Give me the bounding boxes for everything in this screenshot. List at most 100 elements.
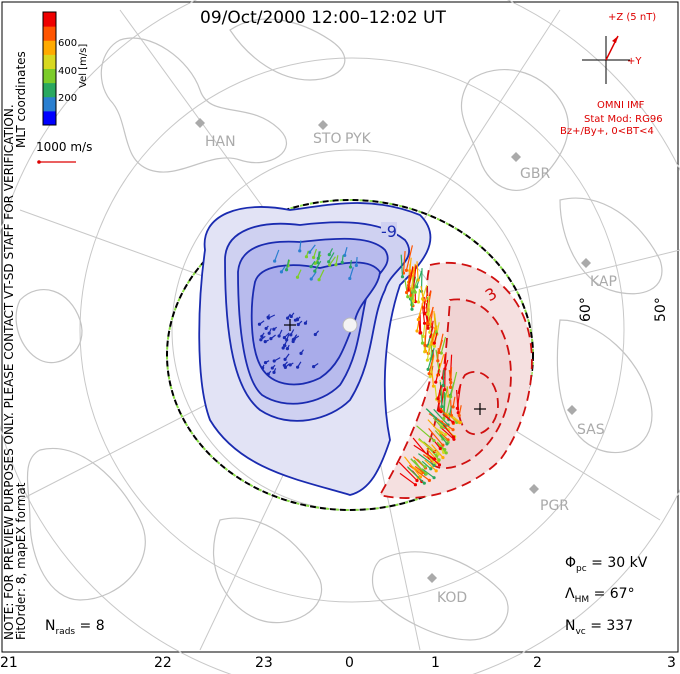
velocity-vector-origin xyxy=(269,337,273,341)
velocity-vector-origin xyxy=(272,359,276,363)
velocity-vector-origin xyxy=(413,290,417,294)
imf-stat-mod-label: Stat Mod: RG96 xyxy=(584,114,663,125)
velocity-vector-origin xyxy=(327,263,332,267)
velocity-vector-origin xyxy=(327,253,331,257)
lat-label-60: 60° xyxy=(578,297,594,322)
velocity-vector xyxy=(444,412,460,424)
velocity-vector-origin xyxy=(406,295,410,299)
velocity-vector xyxy=(410,278,418,299)
velocity-vector-origin xyxy=(291,339,295,344)
velocity-vector-origin xyxy=(270,366,274,370)
velocity-vector xyxy=(435,427,446,435)
velocity-vector xyxy=(426,448,439,462)
velocity-vector-origin xyxy=(257,322,262,326)
velocity-vector-origin xyxy=(282,336,286,340)
velocity-vector-origin xyxy=(312,365,316,369)
stat-lambda-hm: ΛHM = 67° xyxy=(565,586,635,605)
velocity-vector xyxy=(400,254,404,277)
velocity-vector-origin xyxy=(261,366,265,370)
imf-y-label: +Y xyxy=(627,56,642,67)
velocity-vector-origin xyxy=(343,253,347,257)
velocity-vector-origin xyxy=(296,322,300,327)
velocity-vector-origin xyxy=(260,334,264,338)
velocity-vector xyxy=(417,300,424,320)
velocity-vector xyxy=(314,260,322,272)
velocity-vector xyxy=(427,347,435,370)
velocity-vector-origin xyxy=(415,329,419,333)
velocity-vector-origin xyxy=(426,367,430,371)
velocity-vector xyxy=(426,343,431,361)
velocity-vector xyxy=(421,468,435,479)
velocity-vector-origin xyxy=(334,263,338,267)
colorbar-segment xyxy=(43,26,56,41)
velocity-vector-origin xyxy=(295,275,300,279)
colorbar-tick-600: 600 xyxy=(58,38,78,49)
colorbar xyxy=(43,12,56,126)
mlt-hour-23: 23 xyxy=(255,655,273,671)
velocity-vector-origin xyxy=(279,270,284,274)
colorbar-label: Vel [m/s] xyxy=(78,43,89,88)
velocity-vector xyxy=(424,320,428,346)
velocity-vector-origin xyxy=(415,285,419,289)
velocity-vector xyxy=(399,472,416,486)
station-kap: KAP xyxy=(590,274,617,290)
mlt-hour-3: 3 xyxy=(667,655,676,671)
velocity-vector-origin xyxy=(299,351,303,355)
velocity-vector xyxy=(398,461,418,481)
velocity-vector-origin xyxy=(411,299,416,303)
velocity-vector-origin xyxy=(433,326,438,331)
velocity-vector-origin xyxy=(283,365,287,369)
velocity-vector xyxy=(427,306,434,324)
velocity-vector xyxy=(409,257,412,271)
velocity-vector xyxy=(432,417,442,428)
scale-vector-dot xyxy=(37,160,41,164)
potential-min-marker xyxy=(284,319,296,331)
velocity-vector xyxy=(427,295,430,315)
velocity-vector-origin xyxy=(441,383,445,388)
velocity-vector xyxy=(437,347,439,361)
velocity-vector-origin xyxy=(283,357,287,361)
plot-frame xyxy=(1,1,679,653)
velocity-vector-origin xyxy=(442,416,446,421)
velocity-vector xyxy=(437,384,442,399)
velocity-vector-origin xyxy=(404,268,409,272)
velocity-vector-origin xyxy=(308,250,312,254)
velocity-vector-origin xyxy=(289,333,293,337)
velocity-vector-origin xyxy=(426,321,430,326)
velocity-vector-origin xyxy=(451,420,455,424)
velocity-vector-origin xyxy=(327,260,331,264)
velocity-vector-origin xyxy=(428,330,432,334)
velocity-vector xyxy=(433,310,437,329)
velocity-vector-origin xyxy=(432,341,436,345)
velocity-vector-origin xyxy=(259,338,263,342)
velocity-vector-origin xyxy=(432,438,436,443)
velocity-vector-origin xyxy=(427,478,431,482)
velocity-vector xyxy=(418,453,435,466)
velocity-vector-origin xyxy=(424,349,428,353)
velocity-vector xyxy=(431,368,435,387)
velocity-vector-origin xyxy=(281,346,285,350)
velocity-vector xyxy=(444,352,447,370)
velocity-vector-origin xyxy=(288,363,292,367)
velocity-vector-origin xyxy=(440,404,444,409)
velocity-vector xyxy=(422,454,433,462)
colorbar-segment xyxy=(43,110,56,126)
velocity-vector-origin xyxy=(451,428,455,432)
colorbar-segment xyxy=(43,12,56,27)
velocity-vector-origin xyxy=(436,359,440,363)
velocity-vector-origin xyxy=(444,432,448,437)
velocity-vector-origin xyxy=(313,332,317,337)
velocity-vector xyxy=(431,444,444,458)
velocity-vector-origin xyxy=(285,347,290,351)
velocity-vector-origin xyxy=(457,413,461,418)
velocity-vector-origin xyxy=(437,399,441,403)
velocity-vector-origin xyxy=(444,451,448,455)
velocity-vector-origin xyxy=(439,425,444,429)
velocity-vector xyxy=(404,456,421,478)
velocity-vector-origin xyxy=(421,298,426,302)
velocity-vector-origin xyxy=(348,276,352,281)
velocity-vector-origin xyxy=(441,443,445,447)
velocity-vector-origin xyxy=(437,350,441,355)
colorbar-tick-200: 200 xyxy=(58,93,78,104)
velocity-vector-origin xyxy=(303,321,308,325)
